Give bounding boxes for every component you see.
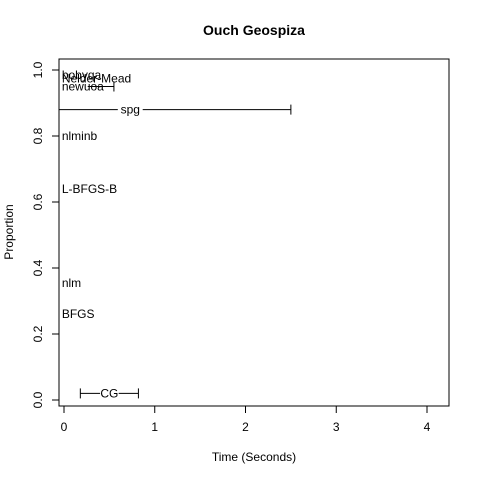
point-nlminb-label: nlminb: [62, 129, 98, 143]
x-tick-label: 4: [424, 420, 431, 434]
point-l-bfgs-b-label: L-BFGS-B: [62, 182, 117, 196]
x-tick-label: 2: [242, 420, 249, 434]
y-tick-label: 1.0: [31, 61, 45, 78]
x-tick-label: 3: [333, 420, 340, 434]
data-marks: bobyqaNelder-MeadnewuoaspgnlminbL-BFGS-B…: [59, 68, 292, 400]
y-axis-label: Proportion: [2, 204, 16, 259]
point-bfgs-label: BFGS: [62, 307, 95, 321]
point-bobyqa-label: bobyqa: [62, 68, 102, 82]
y-tick-label: 0.8: [31, 127, 45, 144]
x-axis: 0 1 2 3 4: [61, 405, 431, 434]
y-tick-label: 0.6: [31, 193, 45, 210]
point-nlm-label: nlm: [62, 276, 81, 290]
y-tick-label: 0.4: [31, 259, 45, 276]
point-spg-label: spg: [121, 103, 140, 117]
plot-frame: [58, 58, 450, 407]
y-tick-label: 0.2: [31, 325, 45, 342]
x-tick-label: 0: [61, 420, 68, 434]
x-tick-label: 1: [151, 420, 158, 434]
point-cg-label: CG: [100, 386, 118, 400]
chart-title: Ouch Geospiza: [203, 22, 305, 38]
point-newuoa-label: newuoa: [62, 80, 104, 94]
y-tick-label: 0.0: [31, 391, 45, 408]
x-axis-label: Time (Seconds): [212, 450, 296, 464]
y-axis: 0.0 0.2 0.4 0.6 0.8 1.0: [31, 61, 60, 408]
